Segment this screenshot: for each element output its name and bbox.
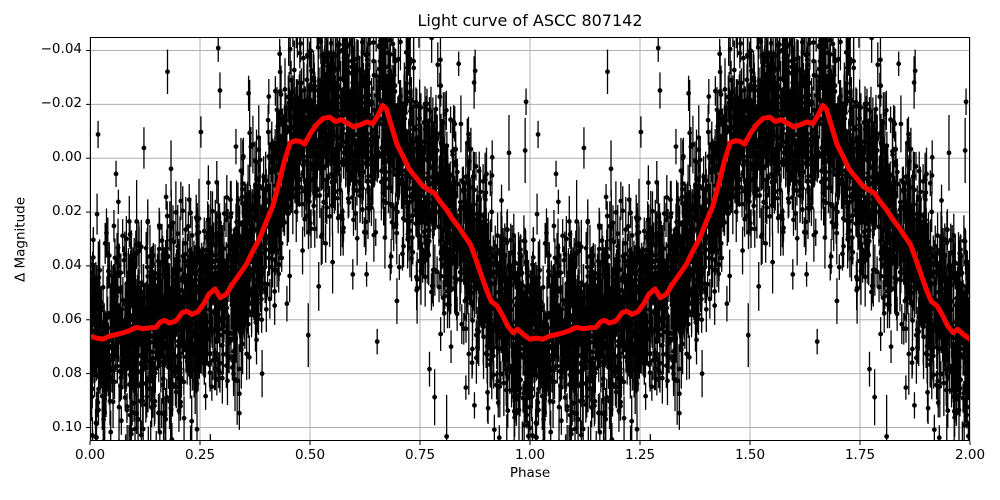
y-tick-label: 0.04 — [51, 256, 82, 273]
y-tick-label: 0.00 — [51, 149, 82, 166]
x-tick-label: 1.00 — [514, 447, 546, 463]
y-tick-label: 0.02 — [51, 203, 82, 220]
y-tick-label: 0.10 — [51, 418, 82, 435]
x-tick-label: 1.25 — [624, 447, 656, 463]
y-axis-label: Δ Magnitude — [12, 196, 29, 283]
y-tick-label: −0.04 — [40, 41, 82, 58]
x-tick-label: 0.75 — [404, 447, 436, 463]
x-axis-label: Phase — [509, 465, 551, 481]
x-tick-label: 2.00 — [954, 447, 986, 463]
y-tick-label: −0.02 — [40, 95, 82, 112]
x-tick-label: 0.00 — [74, 447, 106, 463]
x-tick-label: 1.50 — [734, 447, 766, 463]
x-tick-label: 1.75 — [844, 447, 876, 463]
x-tick-label: 0.25 — [184, 447, 216, 463]
chart-title: Light curve of ASCC 807142 — [417, 11, 643, 30]
x-tick-label: 0.50 — [294, 447, 326, 463]
y-tick-label: 0.06 — [51, 310, 82, 327]
y-tick-label: 0.08 — [51, 364, 82, 381]
